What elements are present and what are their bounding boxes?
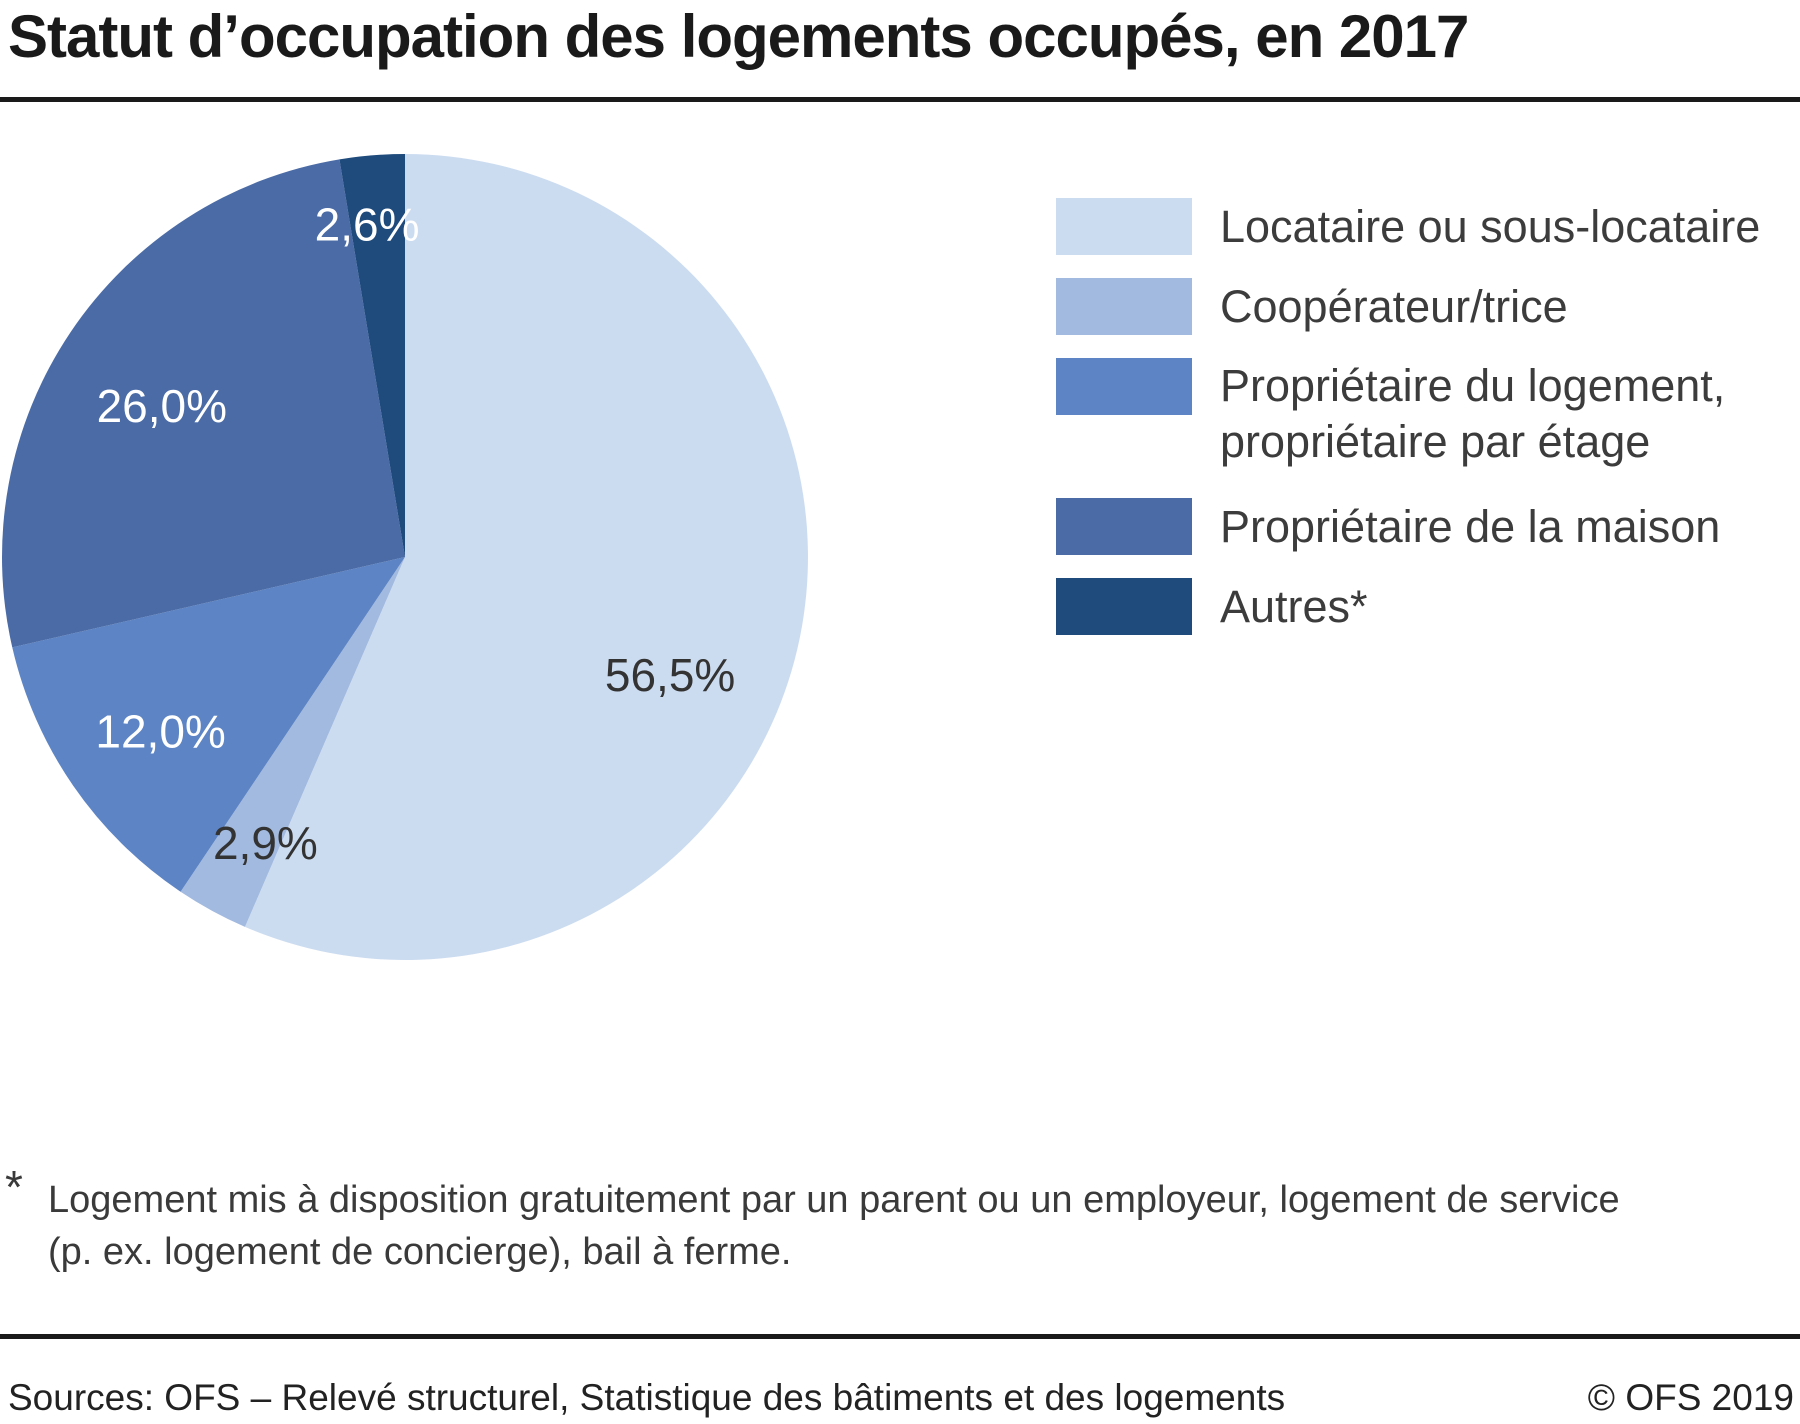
legend-label-line: Locataire ou sous-locataire xyxy=(1220,201,1761,252)
legend-label-line: Autres* xyxy=(1220,581,1368,632)
legend-item-autres: Autres* xyxy=(1056,578,1368,635)
page-title: Statut d’occupation des logements occupé… xyxy=(8,3,1469,70)
legend-swatch-autres xyxy=(1056,578,1192,635)
sources-text: Sources: OFS – Relevé structurel, Statis… xyxy=(8,1377,1286,1418)
legend-swatch-locataire xyxy=(1056,198,1192,255)
legend-swatch-proprietaire-logement xyxy=(1056,358,1192,415)
legend-label-line: Coopérateur/trice xyxy=(1220,281,1568,332)
footnote-line: (p. ex. logement de concierge), bail à f… xyxy=(48,1231,792,1273)
legend-label-line: Propriétaire de la maison xyxy=(1220,501,1721,552)
pie-slice-proprietaire-maison xyxy=(2,159,406,648)
pie-slice-value-proprietaire-logement: 12,0% xyxy=(95,705,225,757)
pie-slice-proprietaire-logement xyxy=(12,557,406,892)
legend-label-proprietaire-maison: Propriétaire de la maison xyxy=(1220,498,1720,555)
legend-item-cooperateur: Coopérateur/trice xyxy=(1056,278,1568,335)
pie-slice-autres xyxy=(339,154,405,557)
legend-item-proprietaire-maison: Propriétaire de la maison xyxy=(1056,498,1720,555)
footnote: Logement mis à disposition gratuitement … xyxy=(48,1174,1620,1278)
pie-chart-area: 56,5% 2,9% 12,0% 26,0% 2,6% xyxy=(0,152,810,962)
pie-slice-value-cooperateur: 2,9% xyxy=(213,817,318,869)
legend-label-line: propriétaire par étage xyxy=(1220,416,1651,467)
legend: Locataire ou sous-locataire Coopérateur/t… xyxy=(1056,0,1800,700)
legend-label-locataire: Locataire ou sous-locataire xyxy=(1220,198,1760,255)
footnote-line: Logement mis à disposition gratuitement … xyxy=(48,1179,1620,1221)
legend-label-autres: Autres* xyxy=(1220,578,1368,635)
pie-chart: 56,5% 2,9% 12,0% 26,0% 2,6% xyxy=(2,154,808,960)
footnote-marker: * xyxy=(5,1161,23,1213)
pie-slice-cooperateur xyxy=(180,557,405,927)
title-divider xyxy=(0,97,1800,102)
legend-label-line: Propriétaire du logement, xyxy=(1220,360,1726,411)
pie-slice-value-proprietaire-maison: 26,0% xyxy=(97,380,227,432)
legend-swatch-cooperateur xyxy=(1056,278,1192,335)
footer: Sources: OFS – Relevé structurel, Statis… xyxy=(0,1372,1800,1424)
legend-label-cooperateur: Coopérateur/trice xyxy=(1220,278,1568,335)
legend-label-proprietaire-logement: Propriétaire du logement, propriétaire pa… xyxy=(1220,358,1725,470)
footer-divider xyxy=(0,1334,1800,1339)
legend-swatch-proprietaire-maison xyxy=(1056,498,1192,555)
pie-slice-locataire xyxy=(244,154,808,960)
pie-slice-value-autres: 2,6% xyxy=(315,199,420,251)
copyright-text: © OFS 2019 xyxy=(1587,1377,1794,1418)
legend-item-proprietaire-logement: Propriétaire du logement, propriétaire pa… xyxy=(1056,358,1725,470)
pie-slice-value-locataire: 56,5% xyxy=(605,649,735,701)
legend-item-locataire: Locataire ou sous-locataire xyxy=(1056,198,1760,255)
